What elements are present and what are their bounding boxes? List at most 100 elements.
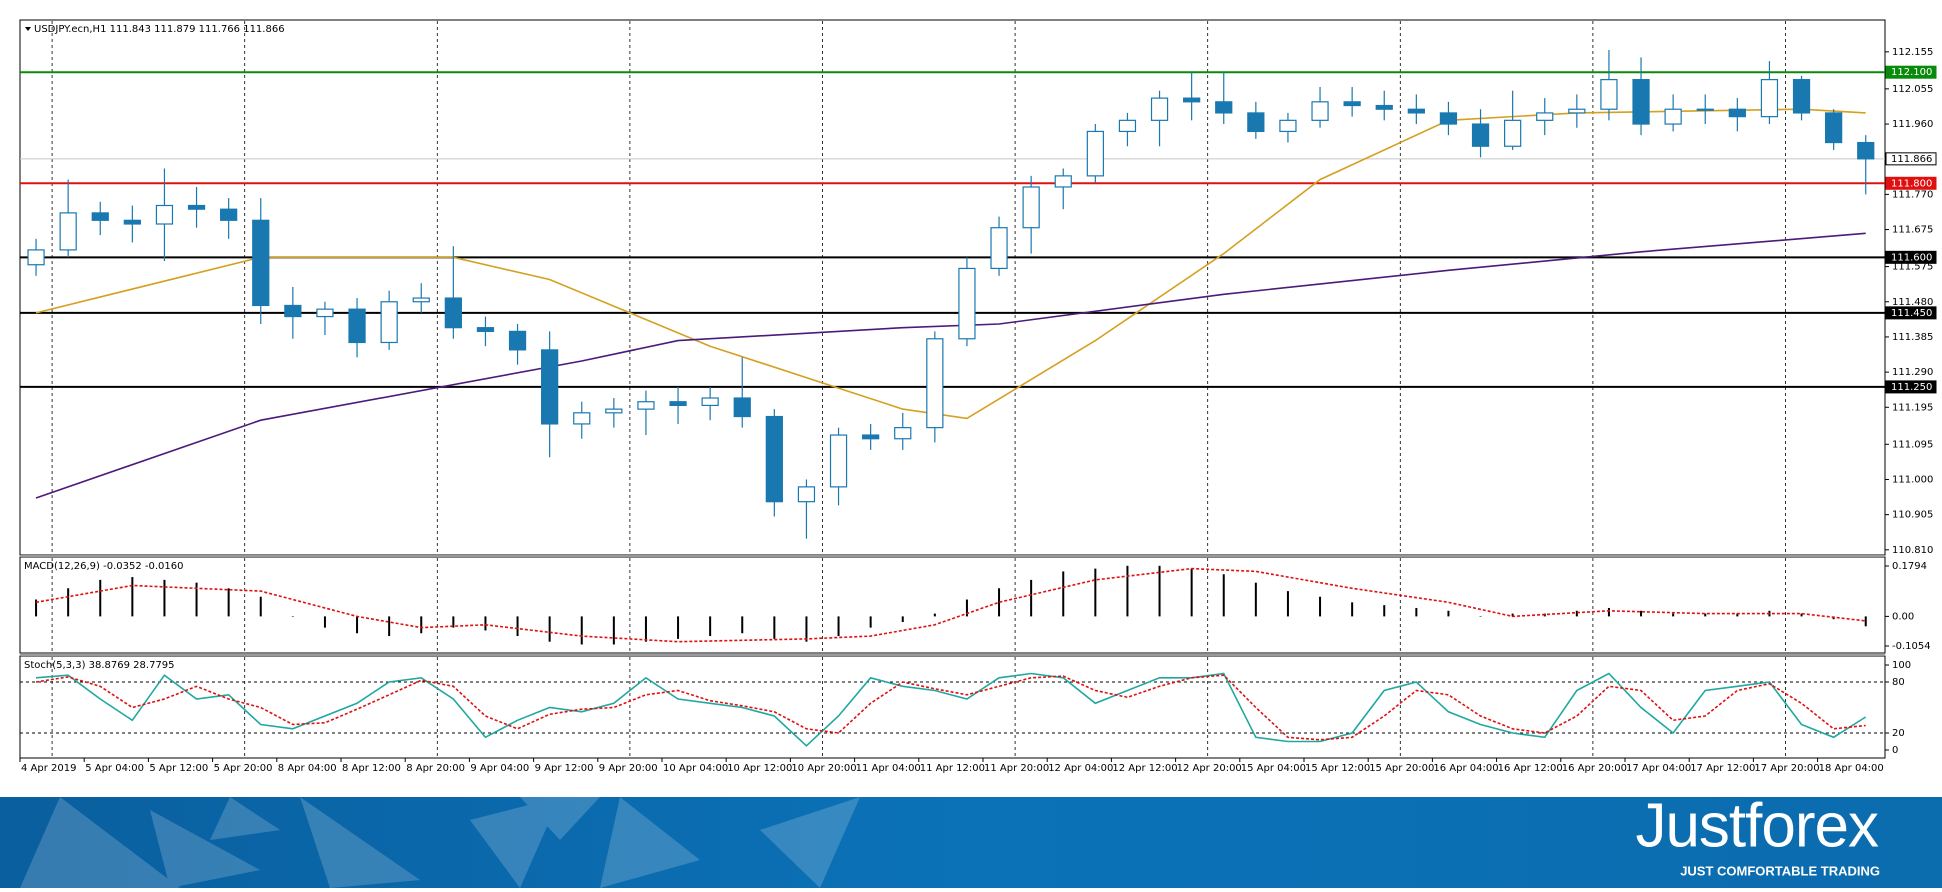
candle-body [1215, 101, 1233, 114]
x-tick-label: 17 Apr 12:00 [1690, 763, 1755, 774]
candle-body [59, 212, 77, 251]
candle-body [252, 219, 270, 307]
level-label: 111.600 [1891, 252, 1932, 263]
candle-body [220, 208, 238, 221]
candle-body [316, 308, 334, 318]
level-tag [1885, 380, 1937, 394]
candle-body [1086, 130, 1104, 177]
candle-body [1600, 79, 1618, 110]
candle-body [1696, 108, 1714, 111]
macd-bar [1415, 607, 1418, 617]
x-tick-label: 5 Apr 12:00 [149, 763, 208, 774]
x-tick-label: 8 Apr 04:00 [278, 763, 337, 774]
candle-body [508, 330, 527, 351]
banner [0, 797, 1942, 888]
y-tick-label: 20 [1892, 728, 1905, 739]
macd-bar [1158, 565, 1161, 617]
level-label: 112.100 [1891, 67, 1932, 78]
candle-body [1439, 112, 1458, 125]
x-tick-label: 11 Apr 20:00 [984, 763, 1049, 774]
macd-bar [612, 616, 615, 645]
candle-body [797, 486, 816, 503]
stoch-line [35, 672, 1867, 747]
y-tick-label: 112.055 [1892, 84, 1933, 95]
candle-body [862, 434, 880, 440]
candle-body [894, 427, 912, 440]
candle-body [1279, 119, 1297, 133]
x-tick-label: 15 Apr 20:00 [1369, 763, 1434, 774]
level-label: 111.450 [1891, 308, 1932, 319]
x-tick-label: 8 Apr 12:00 [342, 763, 401, 774]
x-tick-label: 18 Apr 04:00 [1819, 763, 1884, 774]
candle-body [284, 304, 302, 318]
macd-bar [933, 613, 936, 617]
macd-bar [1319, 596, 1322, 617]
candle-body [605, 408, 623, 414]
y-tick-label: 111.575 [1892, 262, 1933, 273]
x-tick-label: 9 Apr 12:00 [535, 763, 594, 774]
macd-bar [773, 616, 776, 639]
stoch-line [35, 674, 1866, 741]
macd-bar [291, 616, 294, 617]
y-tick-label: 0.00 [1892, 611, 1914, 622]
level-tag [1885, 250, 1937, 264]
y-tick-label: 0.1794 [1892, 561, 1927, 572]
macd-bar [35, 599, 38, 617]
candle-body [187, 204, 206, 210]
candle-body [1150, 97, 1169, 121]
macd-bar [1800, 613, 1803, 617]
macd-bar [388, 616, 391, 637]
candle-body [1054, 175, 1072, 188]
level-label: 111.250 [1891, 382, 1932, 393]
macd-bar [67, 588, 70, 617]
macd-bar [965, 599, 968, 617]
macd-bar [901, 616, 904, 623]
macd-bar [452, 616, 455, 628]
macd-bar [1062, 571, 1065, 617]
x-tick-label: 17 Apr 04:00 [1626, 763, 1691, 774]
candle-body [829, 434, 848, 488]
candle-body [348, 308, 366, 344]
candle-body [637, 401, 655, 410]
candle-body [701, 397, 719, 407]
candle-body [1311, 101, 1329, 121]
macd-bar [1640, 610, 1643, 617]
x-tick-label: 17 Apr 20:00 [1754, 763, 1819, 774]
x-tick-label: 10 Apr 20:00 [791, 763, 856, 774]
macd-bar [837, 616, 840, 637]
level-label: 111.866 [1891, 154, 1932, 165]
x-tick-label: 12 Apr 04:00 [1048, 763, 1113, 774]
y-tick-label: 111.195 [1892, 402, 1933, 413]
macd-bar [1351, 602, 1354, 617]
x-tick-label: 8 Apr 20:00 [406, 763, 465, 774]
candle-body [27, 249, 45, 266]
candle-body [1568, 108, 1586, 114]
candle-body [91, 212, 109, 221]
x-tick-label: 16 Apr 04:00 [1433, 763, 1498, 774]
candle-body [380, 301, 398, 344]
x-tick-label: 4 Apr 2019 [21, 763, 76, 774]
macd-bar [99, 579, 102, 617]
y-tick-label: 111.095 [1892, 439, 1933, 450]
logo: Justforex [1635, 791, 1879, 860]
candle-body [123, 219, 141, 225]
macd-bar [1254, 582, 1257, 617]
candle-body [1857, 141, 1875, 160]
candle-body [573, 412, 591, 425]
macd-bar [1704, 613, 1707, 617]
macd-bar [1286, 591, 1289, 617]
macd-bar [1479, 616, 1482, 617]
x-tick-label: 10 Apr 12:00 [727, 763, 792, 774]
candle-body [926, 338, 944, 429]
x-tick-label: 15 Apr 04:00 [1241, 763, 1306, 774]
symbol-marker [25, 27, 31, 31]
y-tick-label: 111.290 [1892, 367, 1933, 378]
y-tick-label: 111.770 [1892, 189, 1933, 200]
macd-signal [35, 567, 1866, 643]
x-tick-label: 5 Apr 20:00 [214, 763, 273, 774]
candle-body [733, 397, 751, 418]
panel-title: USDJPY.ecn,H1 111.843 111.879 111.766 11… [34, 24, 285, 35]
candle-body [412, 297, 430, 303]
y-tick-label: -0.1054 [1892, 641, 1931, 652]
